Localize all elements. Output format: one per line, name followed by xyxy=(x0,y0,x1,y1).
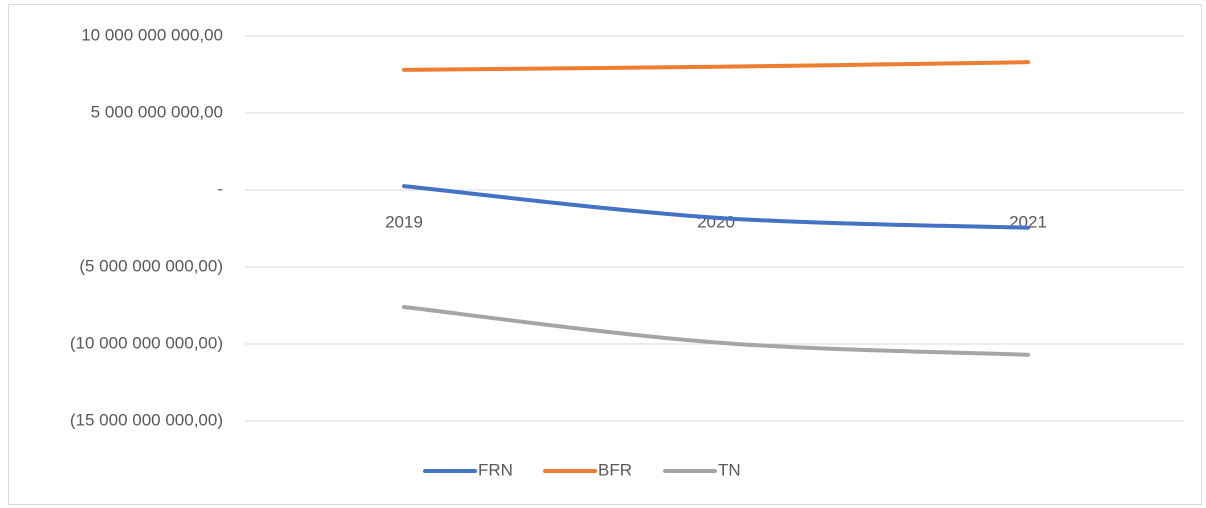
y-tick-label: (5 000 000 000,00) xyxy=(79,256,223,275)
x-tick-label: 2019 xyxy=(385,212,423,231)
y-tick-label: (15 000 000 000,00) xyxy=(70,410,223,429)
legend-label: FRN xyxy=(478,460,513,479)
series-line xyxy=(402,305,1030,357)
series-line xyxy=(402,60,1030,72)
y-tick-label: - xyxy=(217,179,223,198)
legend-label: BFR xyxy=(598,460,632,479)
y-tick-label: (10 000 000 000,00) xyxy=(70,333,223,352)
chart-border xyxy=(8,4,1202,505)
series-line xyxy=(402,184,1030,230)
legend-label: TN xyxy=(718,460,741,479)
y-tick-label: 10 000 000 000,00 xyxy=(81,25,223,44)
y-tick-label: 5 000 000 000,00 xyxy=(91,102,223,121)
